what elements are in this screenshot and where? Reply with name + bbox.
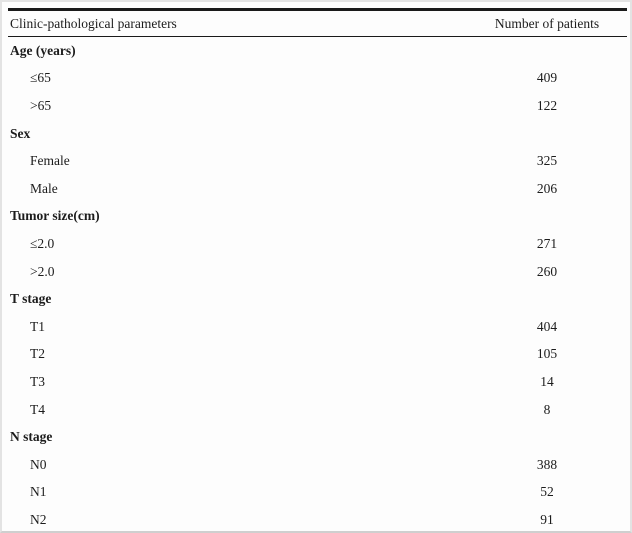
row-value [467, 120, 627, 148]
row-value: 206 [536, 180, 558, 196]
table-row: Male 206 [8, 175, 627, 203]
table-row-group-n-stage: N stage [8, 423, 627, 451]
row-label: >65 [30, 97, 52, 113]
row-value: 14 [540, 373, 554, 389]
table-row: N0 388 [8, 451, 627, 479]
table-row: N1 52 [8, 479, 627, 507]
table-row-group-tumor-size: Tumor size(cm) [8, 203, 627, 231]
table-row: T2 105 [8, 341, 627, 369]
row-label: Tumor size(cm) [10, 208, 100, 224]
row-value: 260 [536, 263, 558, 279]
table-row: T3 14 [8, 368, 627, 396]
row-label: Age (years) [10, 42, 76, 58]
row-value: 388 [536, 456, 558, 472]
row-label: N2 [30, 511, 47, 527]
row-value: 409 [536, 70, 558, 86]
row-value: 122 [536, 97, 558, 113]
clinic-pathological-parameters-table: Clinic-pathological parameters Number of… [8, 8, 627, 531]
row-label: N0 [30, 456, 47, 472]
row-label: T1 [30, 318, 45, 334]
table-row-group-sex: Sex [8, 120, 627, 148]
table-row: Female 325 [8, 147, 627, 175]
table-row: N2 91 [8, 506, 627, 531]
row-label: >2.0 [30, 263, 55, 279]
table-header-row: Clinic-pathological parameters Number of… [8, 8, 627, 37]
row-label: Sex [10, 125, 31, 141]
row-label: T4 [30, 401, 45, 417]
table-row: T1 404 [8, 313, 627, 341]
row-value: 271 [536, 235, 558, 251]
row-value [467, 285, 627, 313]
table-row: >2.0 260 [8, 258, 627, 286]
column-header-parameters: Clinic-pathological parameters [8, 8, 467, 37]
row-label: T2 [30, 346, 45, 362]
table-row: T4 8 [8, 396, 627, 424]
row-label: Female [30, 153, 70, 169]
row-value: 325 [536, 153, 558, 169]
row-value: 52 [540, 484, 554, 500]
table-row-group-age: Age (years) [8, 37, 627, 65]
table-row: >65 122 [8, 92, 627, 120]
row-label: N stage [10, 429, 53, 445]
row-value [467, 203, 627, 231]
column-header-number-of-patients: Number of patients [467, 8, 627, 37]
row-value: 404 [536, 318, 558, 334]
row-label: T stage [10, 291, 52, 307]
row-label: T3 [30, 373, 45, 389]
row-label: ≤2.0 [30, 235, 55, 251]
row-value: 91 [540, 511, 554, 527]
table-row: ≤65 409 [8, 65, 627, 93]
row-value: 105 [536, 346, 558, 362]
row-label: N1 [30, 484, 47, 500]
row-label: ≤65 [30, 70, 51, 86]
table-row-group-t-stage: T stage [8, 285, 627, 313]
row-value [467, 37, 627, 65]
row-value: 8 [543, 401, 551, 417]
table-row: ≤2.0 271 [8, 230, 627, 258]
row-label: Male [30, 180, 58, 196]
row-value [467, 423, 627, 451]
